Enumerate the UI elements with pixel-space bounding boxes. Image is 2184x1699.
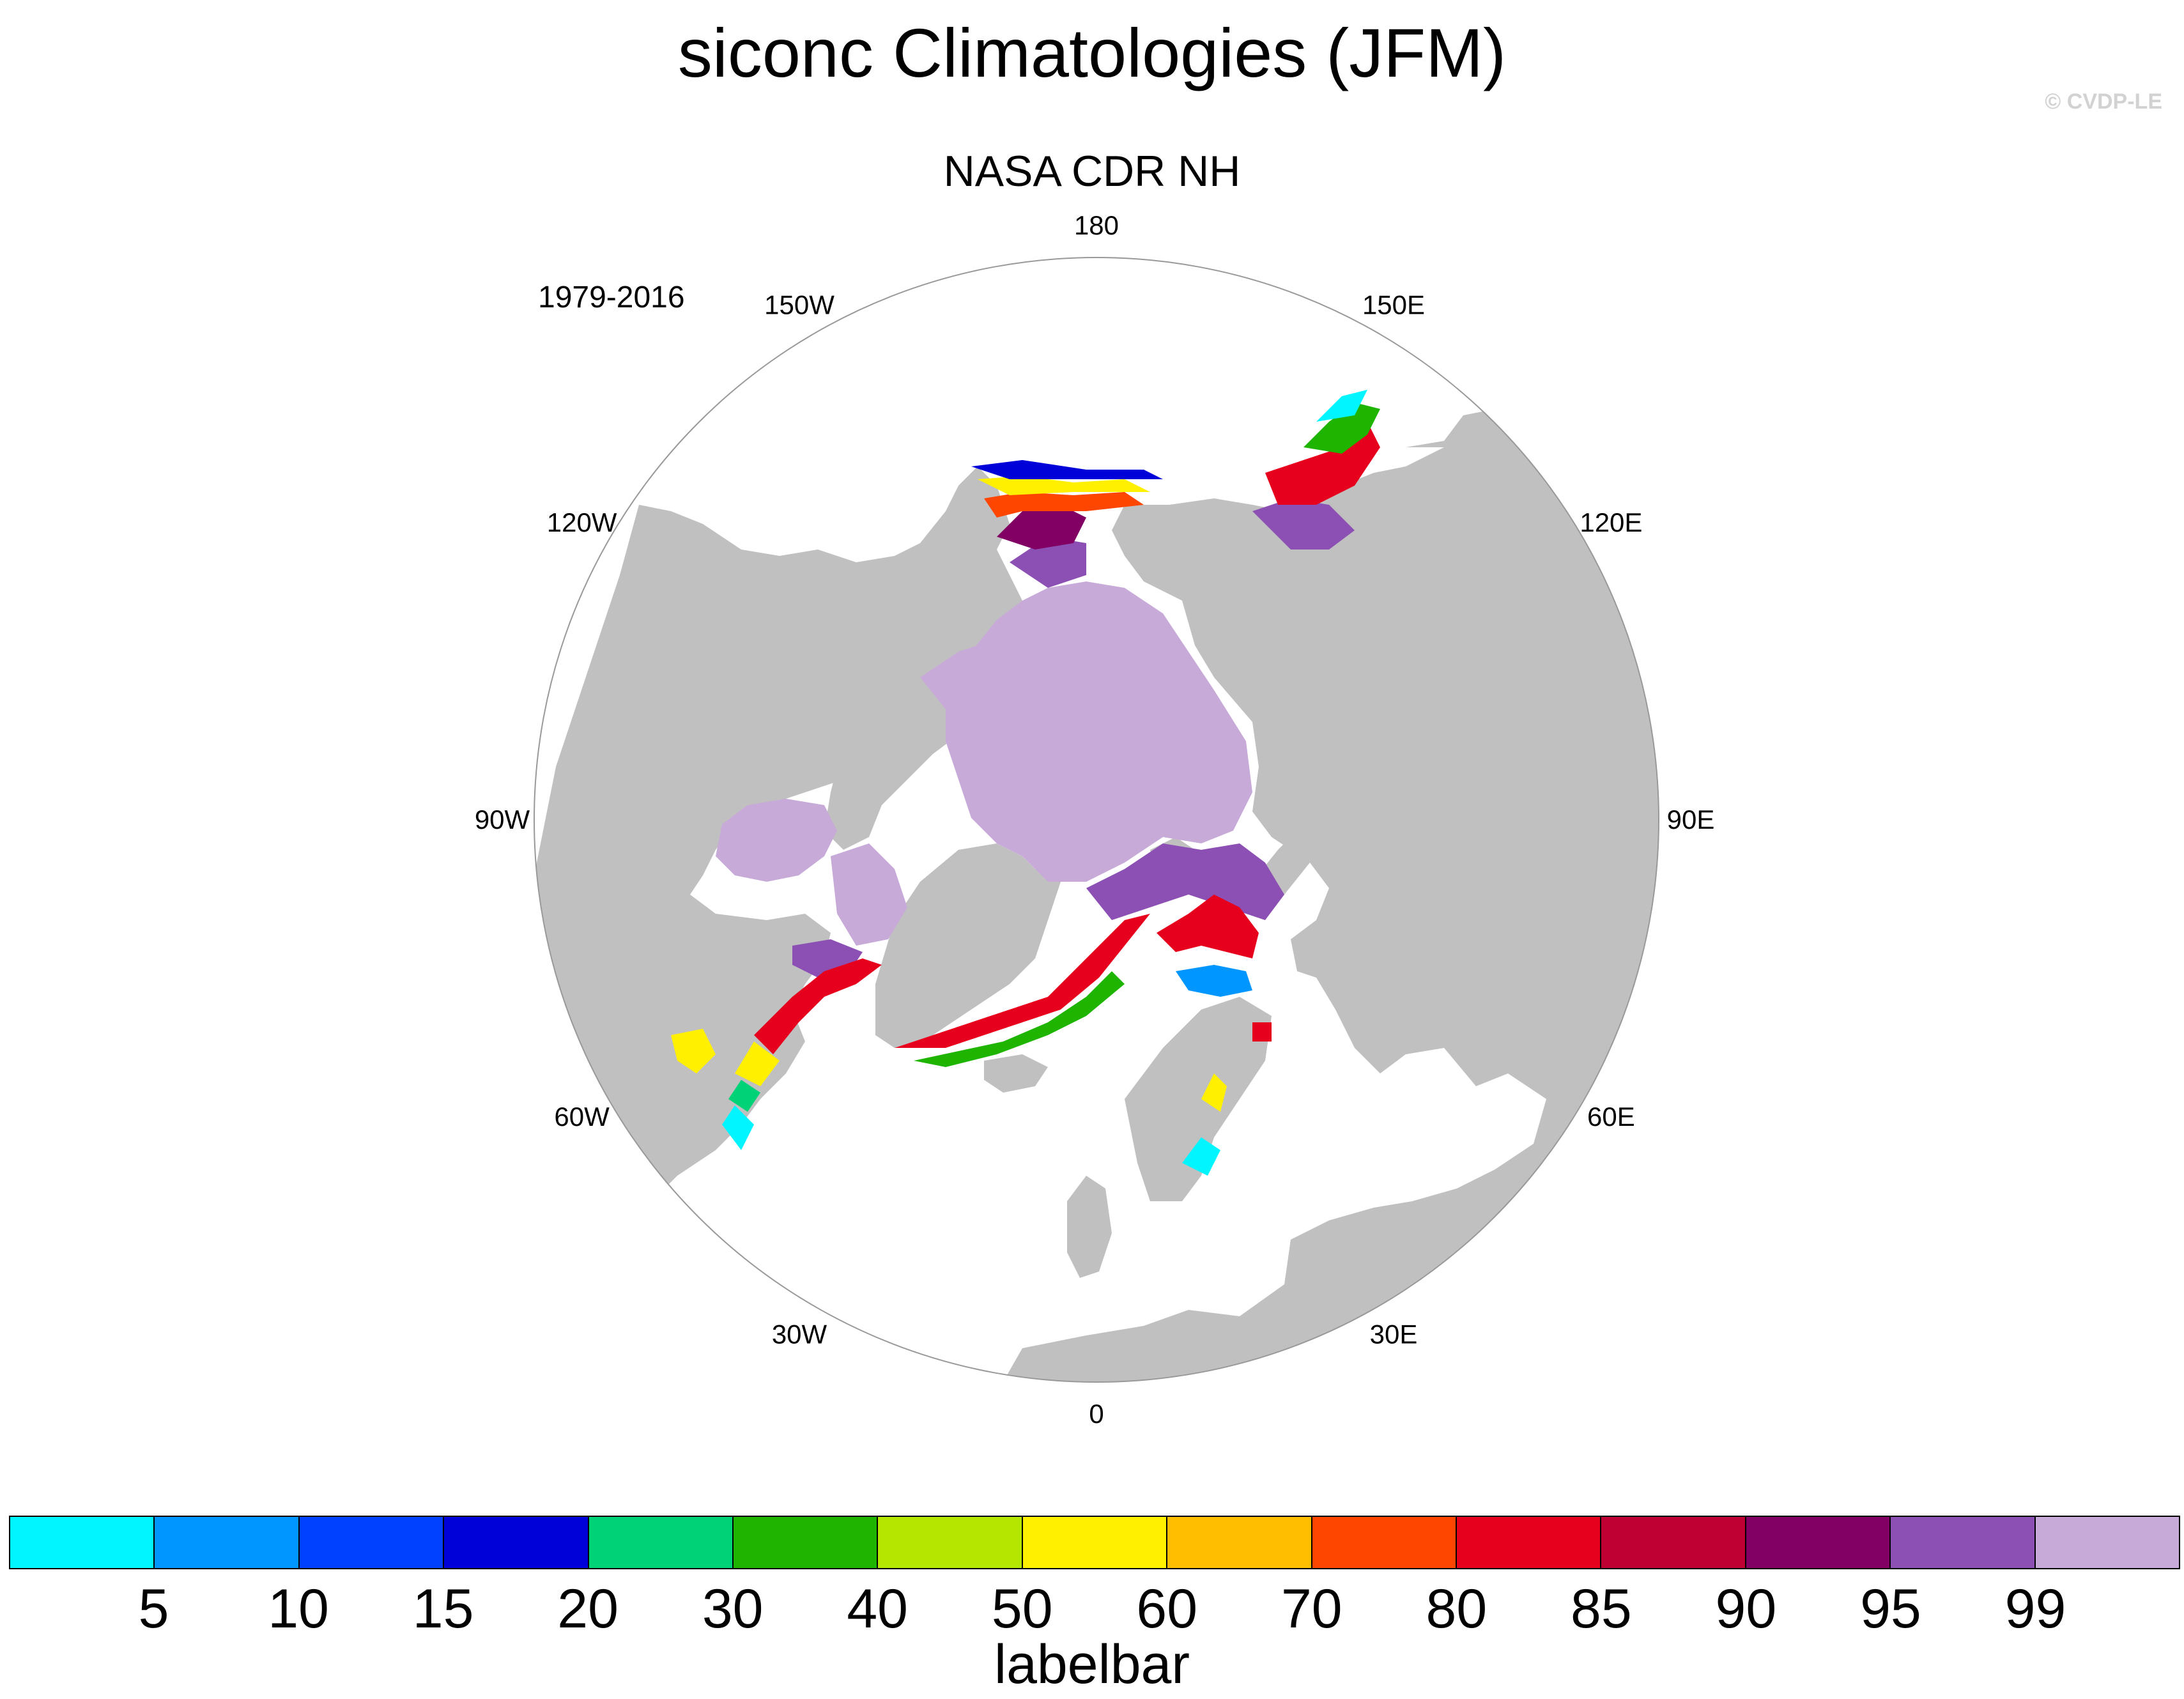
labelbar-box [155,1517,300,1568]
longitude-labels: 180 150E 120E 90E 60E 30E 0 30W 60W 90W 120W 150W [475,210,1715,1429]
ice-central-arctic [946,581,1252,882]
watermark: © CVDP-LE [2045,89,2162,114]
labelbar-title: labelbar [994,1634,1190,1695]
land-iceland [984,1054,1048,1093]
land-british-isles [1067,1176,1112,1278]
labelbar-tick-label: 99 [2004,1578,2066,1640]
ice-bering-lo [978,476,1150,495]
ice-mz-barents-lo [1176,965,1252,997]
ice-baltic-hi [1201,1073,1227,1112]
lon-label-120w: 120W [547,507,617,537]
lon-label-60e: 60E [1587,1102,1635,1132]
chart-title: siconc Climatologies (JFM) [677,14,1507,91]
lon-label-0: 0 [1089,1399,1104,1429]
ice-mz-whitesea [1252,1022,1272,1042]
lon-label-60w: 60W [554,1102,610,1132]
ice-bering-edge [971,460,1163,479]
labelbar-box [1312,1517,1457,1568]
lon-label-30w: 30W [772,1319,827,1349]
land-eurasia [997,383,1659,1382]
ice-fringe-95-chukchi [1010,537,1086,588]
labelbar-tick-label: 85 [1571,1578,1632,1640]
labelbar-tick-label: 5 [138,1578,169,1640]
ice-mz-labrador-hi [754,958,882,1054]
map-boundary [534,257,1659,1383]
lon-label-150w: 150W [764,290,834,320]
labelbar-tick-label: 10 [268,1578,329,1640]
period-label: 1979-2016 [538,281,685,314]
labelbar-tick-label: 30 [702,1578,764,1640]
labelbar-tick-label: 50 [991,1578,1053,1640]
labelbar-tick-label: 60 [1136,1578,1198,1640]
labelbar-box [299,1517,445,1568]
labelbar-box [10,1517,155,1568]
ice-beaufort [920,639,1010,709]
lon-label-90e: 90E [1667,804,1715,834]
ice-bering-mid [984,492,1144,518]
polar-map: 180 150E 120E 90E 60E 30E 0 30W 60W 90W 120W 150W [475,210,1715,1429]
land-chukotka [1406,268,1659,447]
labelbar-box [1891,1517,2036,1568]
labelbar-box [1022,1517,1168,1568]
labelbar-box [878,1517,1023,1568]
labelbar [9,1516,2180,1569]
labelbar-box [588,1517,734,1568]
ice-mz-labrador-mid [735,1042,780,1086]
ice-mz-labrador-lo [728,1080,760,1112]
lon-label-150e: 150E [1362,290,1425,320]
labelbar-box [444,1517,589,1568]
lon-label-90w: 90W [475,804,530,834]
ice-baffin-bay [831,843,907,946]
ice-okhotsk-hi [1252,498,1355,550]
labelbar-tick-label: 90 [1715,1578,1777,1640]
land-north-america [534,466,1022,1201]
labelbar-box [734,1517,879,1568]
labelbar-box [1457,1517,1602,1568]
ice-mz-barents-hi [1157,895,1259,958]
lon-label-30e: 30E [1370,1319,1418,1349]
ice-mz-greenland-lo [914,971,1125,1067]
ice-mz-greenland-hi [895,914,1150,1048]
ice-baltic-lo [1182,1137,1220,1176]
ice-okhotsk-edge [1316,390,1367,422]
land-scandinavia [1125,997,1272,1201]
land-arctic-islands [824,671,984,850]
labelbar-box [1167,1517,1312,1568]
labelbar-tick-label: 40 [847,1578,909,1640]
ice-mz-stlawrence [671,1029,716,1073]
ice-hudson-bay [716,799,837,882]
labelbar-box [1601,1517,1746,1568]
sea-ice-layer [671,390,1380,1176]
labelbar-tick-label: 95 [1860,1578,1921,1640]
lon-label-120e: 120E [1580,507,1642,537]
labelbar-tick-label: 70 [1280,1578,1342,1640]
labelbar-tick-label: 15 [412,1578,474,1640]
ice-fringe-95 [1086,843,1284,920]
labelbar-tick-label: 20 [557,1578,619,1640]
ice-okhotsk-lo [1303,403,1380,454]
lon-label-180: 180 [1074,210,1119,240]
ice-mz-labrador-edge [722,1105,754,1150]
labelbar-tick-label: 80 [1426,1578,1488,1640]
labelbar-box [2035,1517,2180,1568]
land-greenland [875,843,1061,1048]
labelbar-box [1746,1517,1891,1568]
ice-bering-hi [997,505,1086,550]
subtitle: NASA CDR NH [943,147,1241,196]
